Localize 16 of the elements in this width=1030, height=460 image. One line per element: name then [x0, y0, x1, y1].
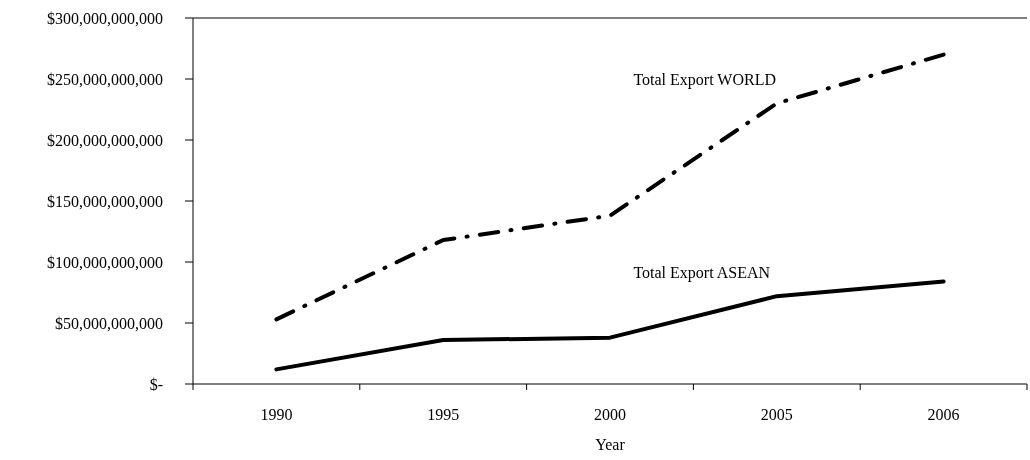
y-tick-label: $200,000,000,000 [47, 131, 163, 149]
line-series [274, 52, 946, 322]
series-label: Total Export ASEAN [633, 264, 771, 283]
y-tick-label: $250,000,000,000 [47, 70, 163, 88]
x-axis-title: Year [595, 436, 626, 453]
y-tick-label: $100,000,000,000 [47, 253, 163, 271]
x-tick-label: 2000 [594, 406, 626, 423]
y-tick-label: $- [149, 375, 163, 393]
y-tick-label: $300,000,000,000 [47, 9, 163, 27]
x-tick-label: 1990 [260, 406, 293, 423]
series-label: Total Export WORLD [633, 71, 776, 90]
y-tick-label: $150,000,000,000 [47, 192, 163, 210]
x-tick-label: 2006 [927, 406, 960, 423]
x-tick-label: 1995 [427, 406, 460, 423]
x-tick-label: 2005 [760, 406, 793, 423]
y-tick-label: $50,000,000,000 [55, 314, 163, 332]
